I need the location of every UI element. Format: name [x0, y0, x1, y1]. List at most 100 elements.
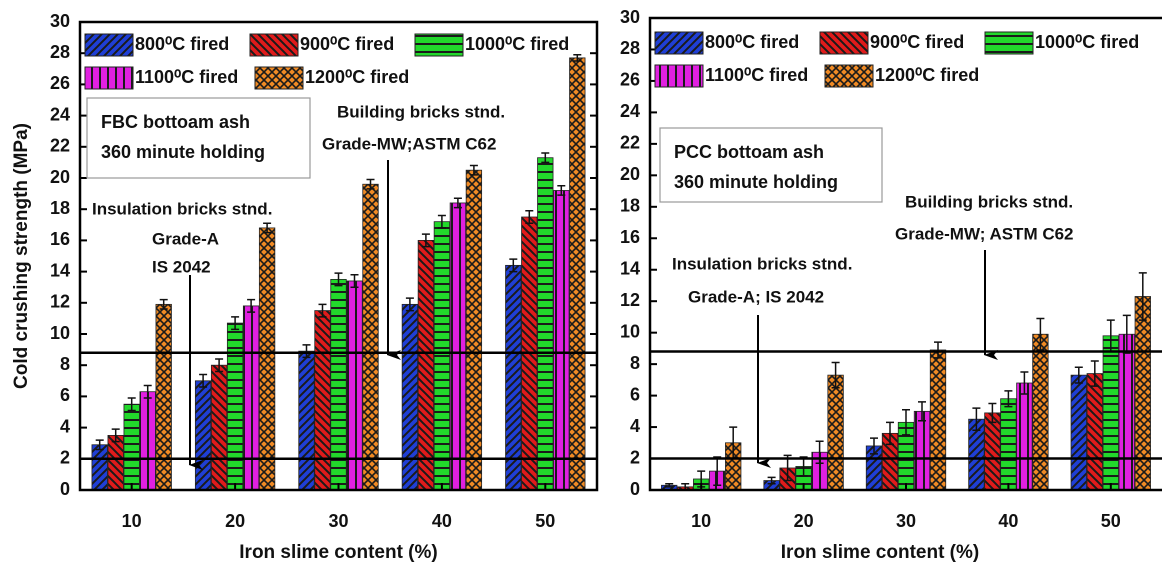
error-bar — [870, 437, 878, 455]
legend-label: 900⁰C fired — [870, 32, 964, 52]
error-bar — [1090, 360, 1099, 387]
y-tick-label: 22 — [620, 133, 640, 153]
legend-label: 1000⁰C fired — [465, 34, 569, 54]
x-tick-label: 10 — [691, 511, 711, 531]
error-bar — [263, 222, 272, 234]
x-tick-label: 10 — [122, 511, 142, 531]
bar — [929, 349, 947, 491]
bar — [984, 412, 1001, 491]
error-bar — [799, 456, 808, 477]
y-tick-label: 6 — [630, 384, 640, 404]
legend-swatch — [824, 64, 874, 88]
legend-label: 800⁰C fired — [135, 34, 229, 54]
y-tick-label: 0 — [630, 479, 640, 499]
bar — [569, 57, 586, 491]
x-tick-label: 20 — [794, 511, 814, 531]
bar — [258, 227, 276, 491]
y-tick-label: 18 — [50, 198, 70, 218]
error-bar — [713, 456, 722, 487]
error-bar — [934, 341, 942, 359]
y-tick-label: 2 — [630, 447, 640, 467]
bar — [91, 444, 108, 491]
bar — [1070, 374, 1087, 491]
x-tick-label: 30 — [896, 511, 916, 531]
bar — [537, 157, 554, 491]
x-axis-label: Iron slime content (%) — [239, 542, 437, 563]
error-bar — [318, 303, 327, 318]
error-bar — [127, 397, 136, 412]
annotation-box-text: PCC bottoam ash — [674, 142, 824, 162]
error-bar — [215, 358, 224, 373]
error-bar — [143, 384, 152, 399]
y-tick-label: 4 — [60, 416, 70, 436]
bar — [314, 310, 331, 491]
annotation-box-text: 360 minute holding — [101, 142, 265, 162]
bar — [226, 322, 244, 491]
bar — [210, 364, 228, 491]
legend-label: 1100⁰C fired — [705, 65, 808, 85]
legend-label: 1200⁰C fired — [875, 65, 979, 85]
legend-swatch — [249, 33, 299, 57]
error-bar — [405, 297, 414, 312]
y-tick-label: 14 — [620, 258, 640, 278]
error-bar — [247, 298, 256, 313]
y-tick-label: 28 — [50, 42, 70, 62]
bar — [1000, 398, 1017, 491]
error-bar — [159, 298, 168, 310]
error-bar — [557, 185, 566, 196]
bar — [362, 183, 379, 491]
annotation: Grade-A — [152, 229, 219, 248]
x-tick-label: 30 — [328, 511, 348, 531]
error-bar — [1020, 371, 1029, 395]
y-tick-label: 24 — [620, 101, 640, 121]
error-bar — [111, 428, 120, 443]
bar — [433, 221, 451, 491]
bar — [465, 169, 483, 491]
y-tick-label: 28 — [620, 38, 640, 58]
y-tick-label: 12 — [50, 292, 70, 312]
y-tick-label: 24 — [50, 104, 70, 124]
x-tick-label: 40 — [998, 511, 1018, 531]
legend-label: 1100⁰C fired — [135, 67, 238, 87]
error-bar — [469, 164, 478, 176]
annotation: Insulation bricks stnd. — [92, 199, 272, 218]
bar — [123, 403, 140, 491]
bar — [1134, 296, 1151, 491]
error-bar — [573, 54, 582, 62]
bar — [913, 410, 931, 491]
y-axis-label: Cold crushing strength (MPa) — [11, 123, 32, 389]
error-bar — [902, 409, 910, 436]
y-tick-label: 20 — [620, 164, 640, 184]
error-bar — [366, 178, 375, 190]
annotation-box — [659, 127, 883, 203]
error-bar — [918, 401, 926, 422]
error-bar — [1138, 272, 1147, 321]
bar — [298, 350, 315, 491]
error-bar — [525, 210, 534, 224]
plot-frame — [78, 20, 599, 492]
error-bar — [95, 439, 104, 451]
x-axis-label: Iron slime content (%) — [781, 542, 979, 563]
bar — [417, 239, 435, 491]
y-tick-label: 30 — [50, 11, 70, 31]
legend-label: 900⁰C fired — [300, 34, 394, 54]
annotation: IS 2042 — [152, 257, 211, 276]
error-bar — [509, 258, 518, 273]
plot-frame — [648, 16, 1162, 492]
legend-swatch — [819, 31, 869, 55]
bar — [1118, 333, 1135, 491]
error-bar — [302, 344, 311, 359]
legend-swatch — [84, 33, 134, 57]
legend-label: 1000⁰C fired — [1035, 32, 1139, 52]
bar — [155, 303, 172, 491]
y-tick-label: 10 — [50, 323, 70, 343]
error-bar — [1036, 317, 1045, 351]
error-bar — [421, 233, 430, 248]
bar — [1102, 335, 1119, 491]
bar — [827, 374, 844, 491]
error-bar — [199, 373, 208, 388]
bar — [553, 190, 570, 491]
error-bar — [831, 361, 840, 389]
y-tick-label: 12 — [620, 290, 640, 310]
